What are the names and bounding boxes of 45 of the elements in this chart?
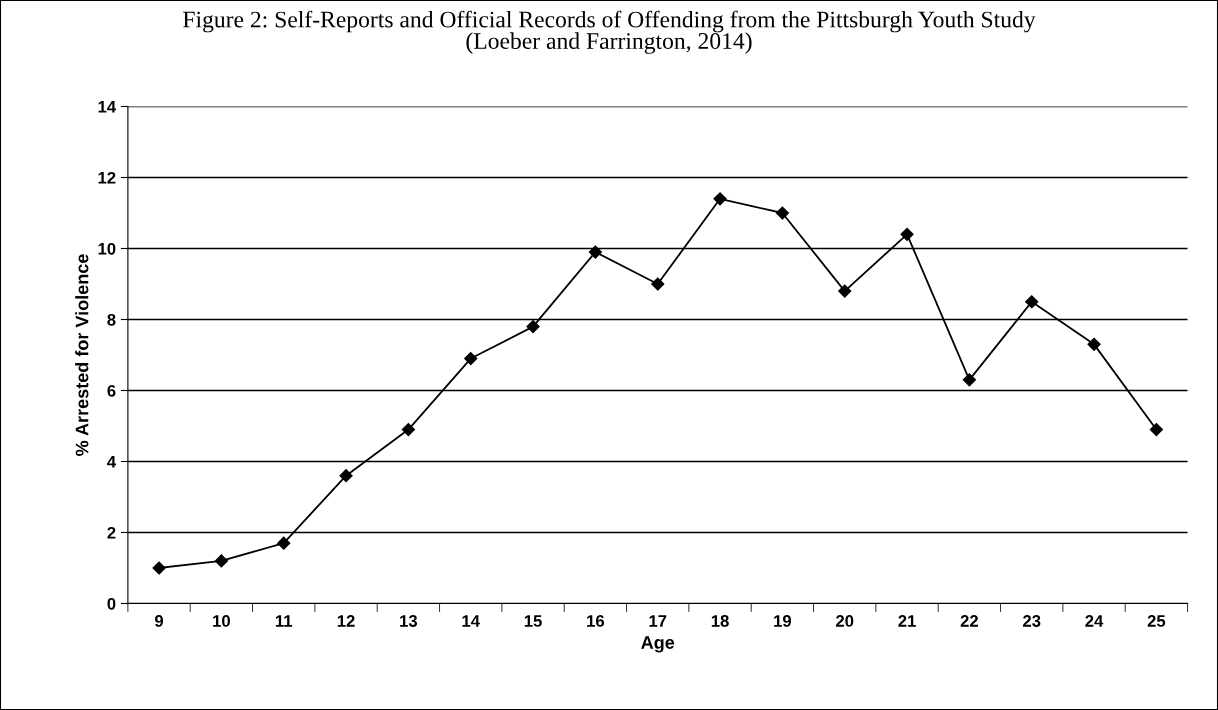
y-axis-title: % Arrested for Violence	[75, 254, 89, 456]
x-tick-label: 12	[337, 615, 355, 627]
point	[900, 227, 914, 241]
x-tick-label: 17	[649, 615, 667, 627]
point	[1087, 337, 1101, 351]
x-tick-label: 13	[400, 615, 418, 627]
point	[1149, 422, 1163, 437]
x-tick-label: 10	[213, 615, 230, 627]
point	[651, 277, 665, 291]
x-tick-label: 22	[960, 615, 978, 627]
x-tick-label: 15	[524, 615, 542, 627]
x-tick-label: 20	[836, 615, 854, 627]
y-tick-label: 4	[107, 456, 116, 468]
point	[1025, 295, 1039, 309]
x-tick-label: 11	[275, 615, 293, 627]
point	[464, 351, 478, 366]
point	[526, 320, 540, 334]
y-tick-label: 10	[98, 242, 116, 255]
y-tick-label: 8	[107, 313, 116, 326]
point	[277, 536, 291, 550]
point	[838, 284, 852, 298]
x-tick-label: 25	[1147, 615, 1166, 627]
y-tick-label: 14	[98, 101, 116, 113]
point	[588, 245, 602, 259]
point	[214, 554, 228, 568]
y-tick-label: 2	[107, 526, 116, 539]
x-tick-label: 21	[898, 615, 916, 627]
x-axis-title: Age	[641, 636, 675, 653]
x-tick-label: 9	[155, 615, 164, 627]
x-tick-label: 19	[774, 615, 792, 627]
point	[775, 206, 789, 220]
y-tick-label: 6	[107, 384, 116, 397]
point	[152, 561, 166, 575]
x-tick-label: 14	[462, 615, 480, 627]
point	[713, 192, 727, 206]
x-tick-label: 18	[711, 615, 729, 627]
chart-title: Figure 2: Self-Reports and Official Records of Offending from the Pittsburgh Youth Study (Loeber and Farrington, 2014)	[183, 10, 1036, 54]
point	[401, 422, 415, 437]
x-tick-label: 24	[1085, 615, 1104, 627]
point	[962, 373, 976, 387]
y-tick-label: 12	[98, 171, 116, 184]
point	[339, 469, 353, 483]
x-tick-label: 16	[587, 615, 605, 627]
x-tick-label: 23	[1023, 615, 1041, 627]
y-tick-label: 0	[107, 597, 116, 610]
